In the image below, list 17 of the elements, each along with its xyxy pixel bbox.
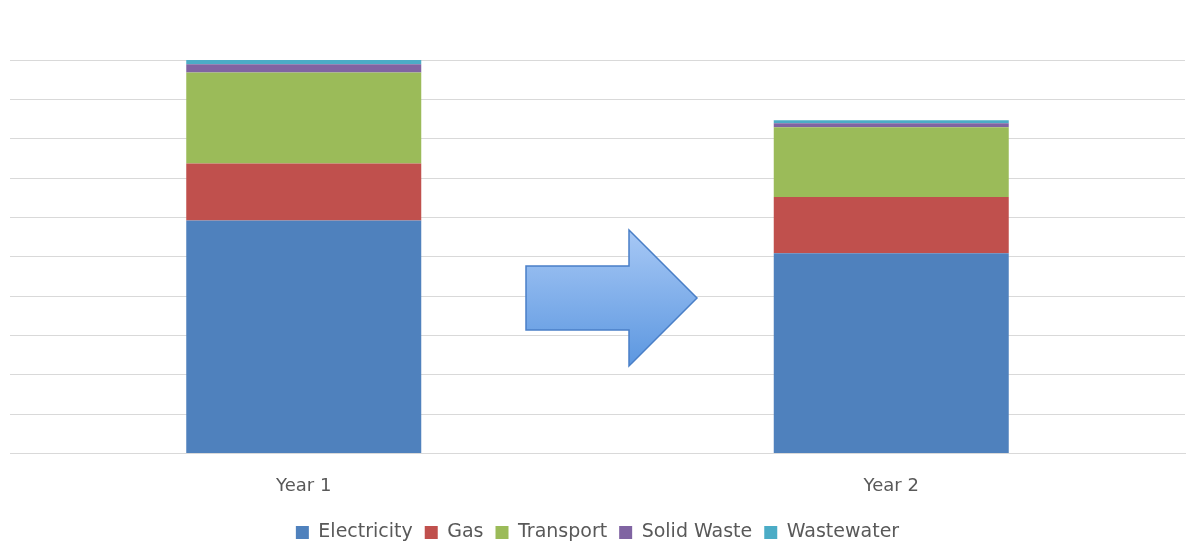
bar [186, 60, 422, 65]
bar [773, 196, 1009, 254]
bar [186, 220, 422, 453]
bar [773, 127, 1009, 197]
legend-label: Wastewater [786, 519, 900, 542]
legend-label: Transport [517, 519, 608, 542]
bar [186, 163, 422, 221]
bar [773, 253, 1009, 453]
legend-label: Solid Waste [641, 519, 753, 542]
legend-label: Electricity [318, 519, 413, 542]
legend-label: Gas [447, 519, 484, 542]
bar [773, 120, 1009, 124]
x-tick-label: Year 2 [862, 473, 919, 495]
bar [186, 64, 422, 73]
bar [186, 72, 422, 164]
bar [773, 123, 1009, 128]
x-tick-label: Year 1 [275, 473, 332, 495]
